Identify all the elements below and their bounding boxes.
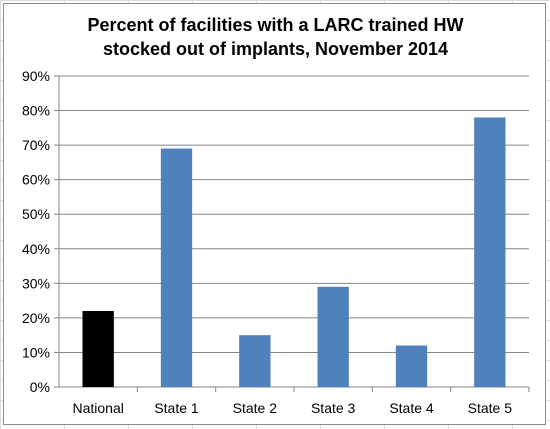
y-tick-label: 30%	[22, 275, 50, 291]
x-tick-label: State 4	[389, 400, 434, 416]
y-tick-label: 10%	[22, 344, 50, 360]
bar-national	[82, 310, 114, 387]
chart-title-line-1: Percent of facilities with a LARC traine…	[87, 15, 464, 35]
y-tick-label: 70%	[22, 137, 50, 153]
bar-state-5	[474, 117, 506, 387]
chart-title: Percent of facilities with a LARC traine…	[4, 13, 547, 61]
y-tick-label: 20%	[22, 310, 50, 326]
x-tick-label: National	[72, 400, 123, 416]
y-tick-label: 90%	[22, 68, 50, 84]
x-tick-label: State 5	[468, 400, 513, 416]
chart-title-line-2: stocked out of implants, November 2014	[102, 39, 449, 59]
y-tick-label: 40%	[22, 241, 50, 257]
x-tick-label: State 2	[233, 400, 278, 416]
bar-chart: 0% 10% 20% 30% 40% 50% 60% 70% 80% 90% National Sta…	[22, 68, 530, 416]
x-tick-label: State 3	[311, 400, 356, 416]
y-tick-label: 80%	[22, 103, 50, 119]
x-tick-label: State 1	[154, 400, 199, 416]
y-tick-label: 60%	[22, 172, 50, 188]
bar-state-4	[395, 345, 428, 387]
y-tick-label: 0%	[30, 379, 50, 395]
bar-state-1	[160, 148, 193, 387]
bar-state-2	[239, 335, 271, 387]
y-tick-label: 50%	[22, 206, 50, 222]
chart-area[interactable]: Percent of facilities with a LARC traine…	[3, 3, 546, 425]
bar-state-3	[317, 286, 349, 387]
